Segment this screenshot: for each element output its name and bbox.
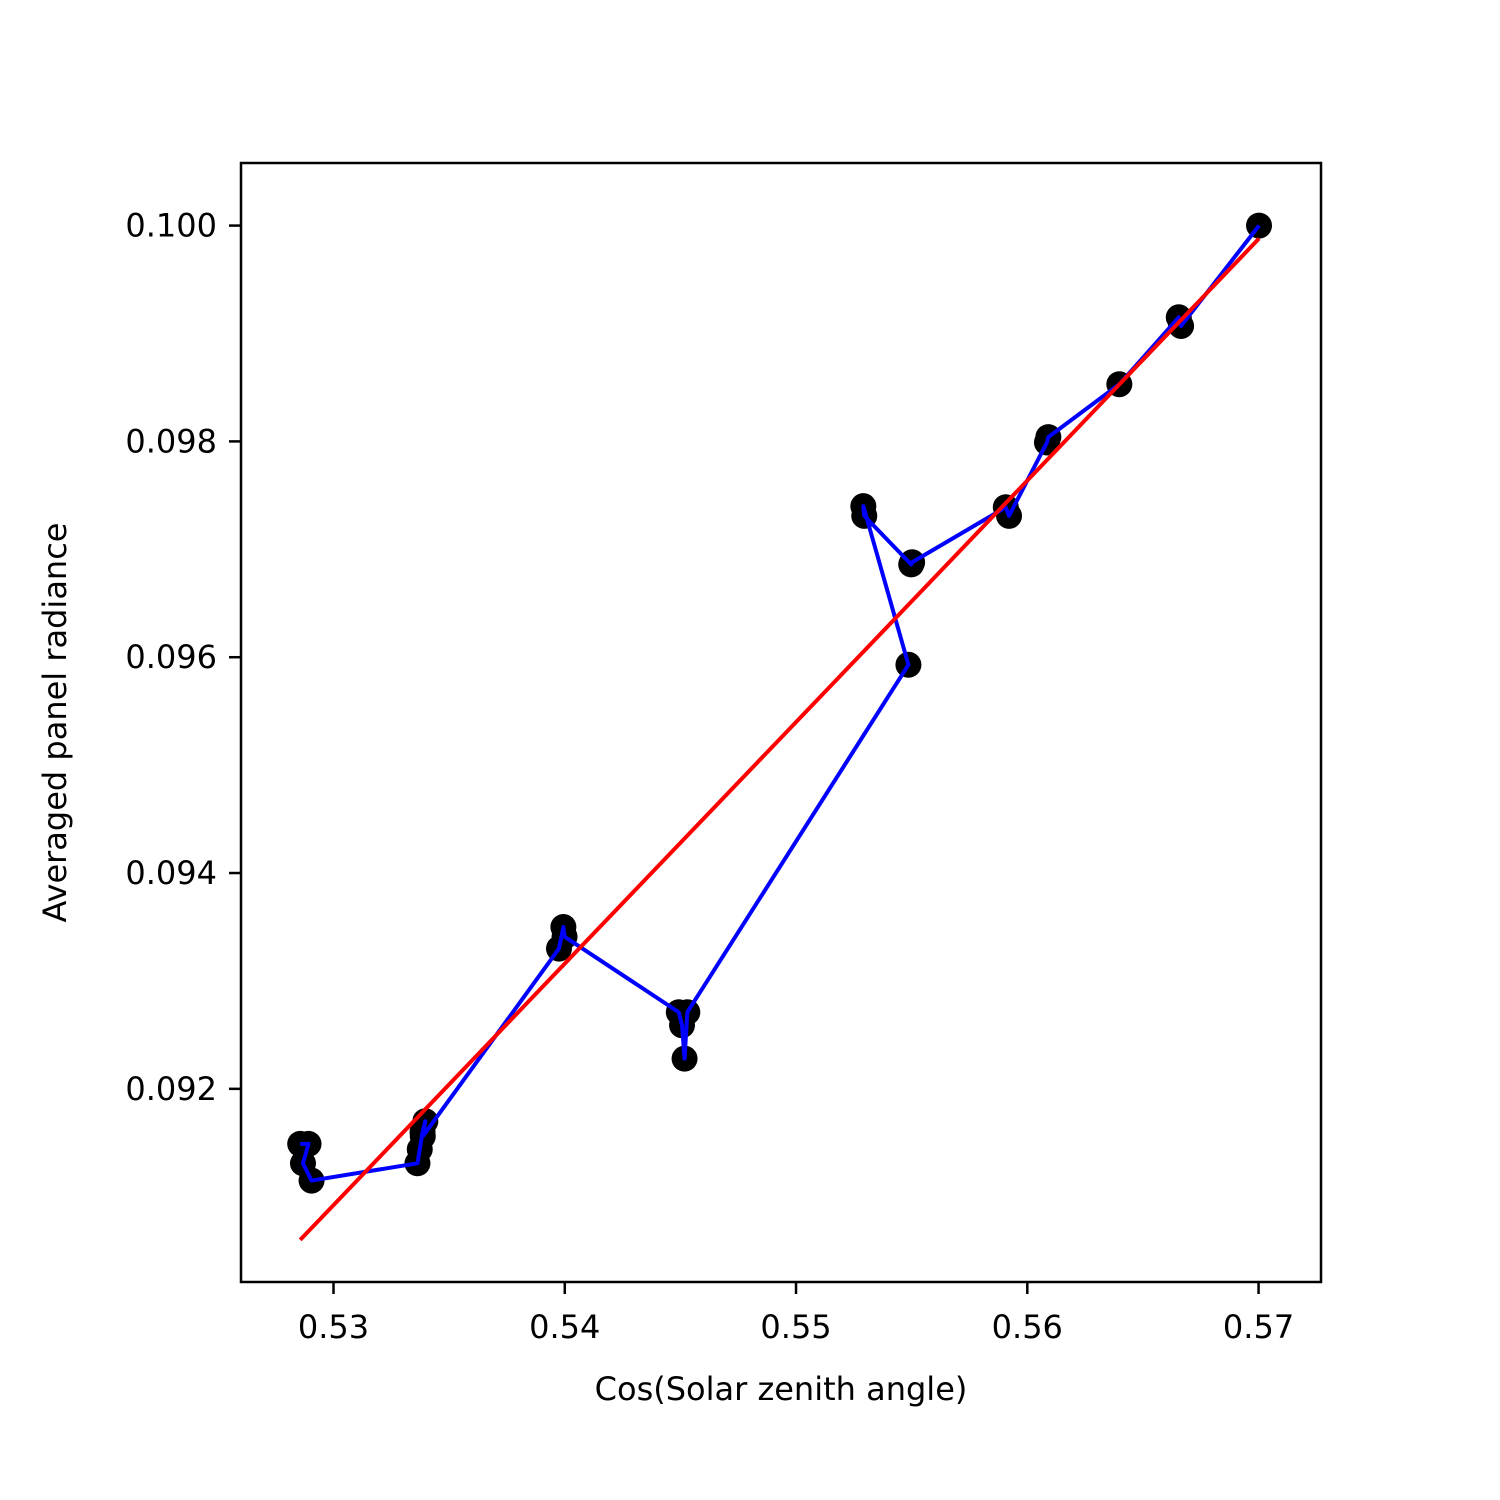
- x-axis: 0.53 0.54 0.55 0.56 0.57: [298, 1282, 1294, 1346]
- y-axis: 0.092 0.094 0.096 0.098 0.100: [125, 207, 241, 1108]
- x-axis-label: Cos(Solar zenith angle): [595, 1370, 968, 1408]
- series-line: [300, 224, 1261, 1183]
- y-tick-label: 0.092: [125, 1070, 217, 1108]
- x-tick-label: 0.55: [760, 1308, 831, 1346]
- plot-area: [287, 212, 1273, 1242]
- x-tick-label: 0.53: [298, 1308, 369, 1346]
- axes-frame: [239, 161, 1323, 1284]
- fit-line: [298, 237, 1261, 1242]
- y-tick-label: 0.094: [125, 854, 217, 892]
- y-tick-label: 0.098: [125, 422, 217, 460]
- y-tick-label: 0.100: [125, 207, 217, 245]
- x-tick-label: 0.56: [992, 1308, 1063, 1346]
- y-tick-label: 0.096: [125, 638, 217, 676]
- y-axis-label: Averaged panel radiance: [36, 523, 74, 923]
- x-tick-label: 0.57: [1223, 1308, 1294, 1346]
- x-tick-label: 0.54: [529, 1308, 600, 1346]
